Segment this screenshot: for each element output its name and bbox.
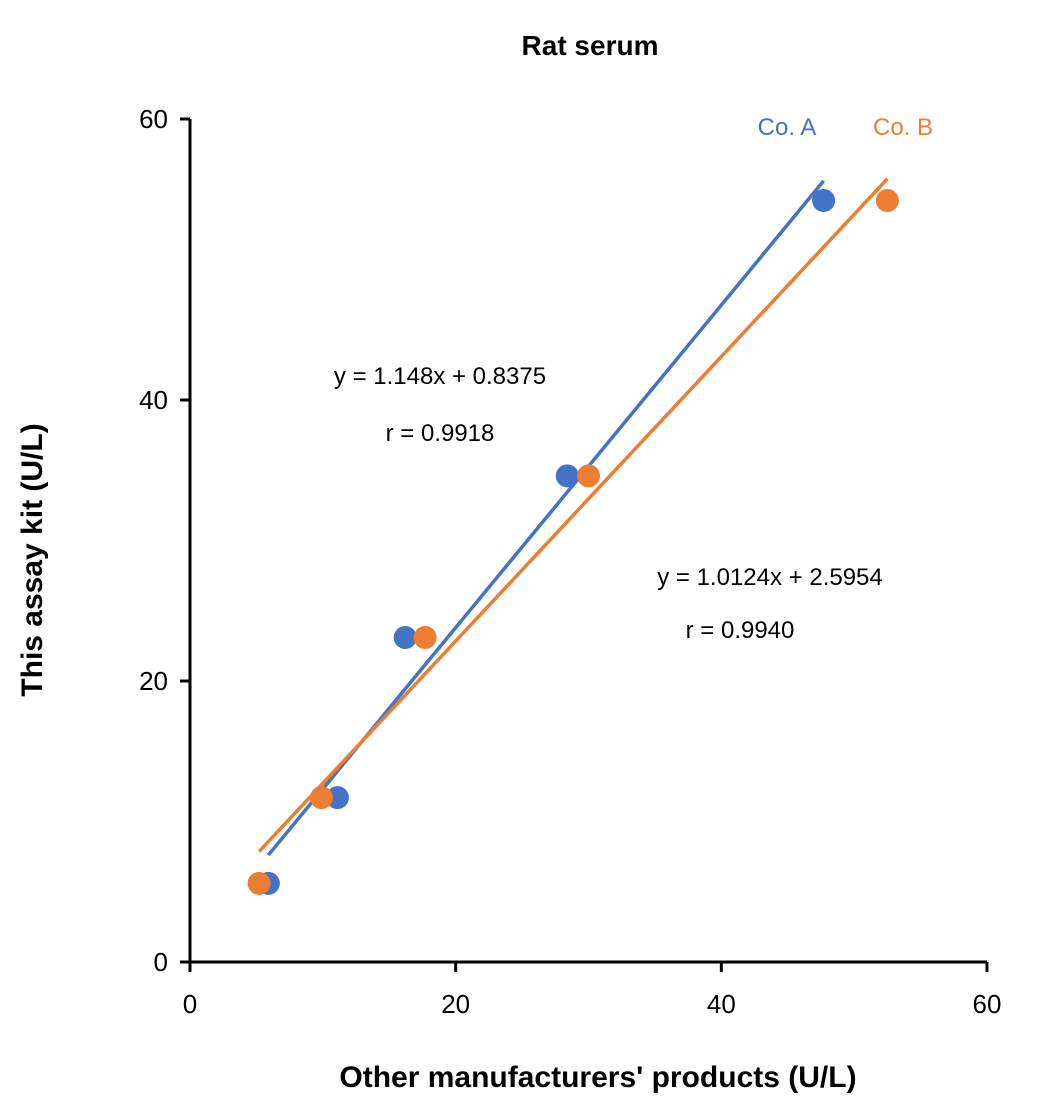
r-value-co-a: r = 0.9918 [386,420,495,447]
point-co-b [247,871,271,895]
point-co-b [577,464,600,488]
data-points [247,188,899,895]
x-axis-label: Other manufacturers' products (U/L) [339,1061,856,1094]
trendline-co-b [257,177,889,853]
legend-co-b: Co. B [873,114,933,141]
y-axis-label: This assay kit (U/L) [16,423,49,696]
equation-co-b: y = 1.0124x + 2.5954 [657,564,883,591]
trendlines [257,177,889,857]
r-value-co-b: r = 0.9940 [686,617,795,644]
x-tick-label: 40 [707,989,736,1019]
x-tick-label: 0 [183,989,197,1019]
legend-co-a: Co. A [758,114,817,141]
chart-title: Rat serum [522,30,659,61]
point-co-b [310,786,334,810]
x-tick-label: 60 [973,989,1002,1019]
x-tick-label: 20 [441,989,470,1019]
y-tick-label: 40 [139,385,168,415]
y-tick-label: 60 [139,104,168,134]
y-tick-label: 20 [139,666,168,696]
point-co-a [812,188,836,212]
point-co-a [393,625,417,649]
point-co-a [325,786,349,810]
point-co-b [875,188,899,212]
axes: 0 20 40 60 0 20 40 60 [139,104,1001,1019]
point-co-b [413,625,437,649]
y-tick-label: 0 [154,947,168,977]
point-co-a [555,464,579,488]
equation-co-a: y = 1.148x + 0.8375 [334,363,546,390]
